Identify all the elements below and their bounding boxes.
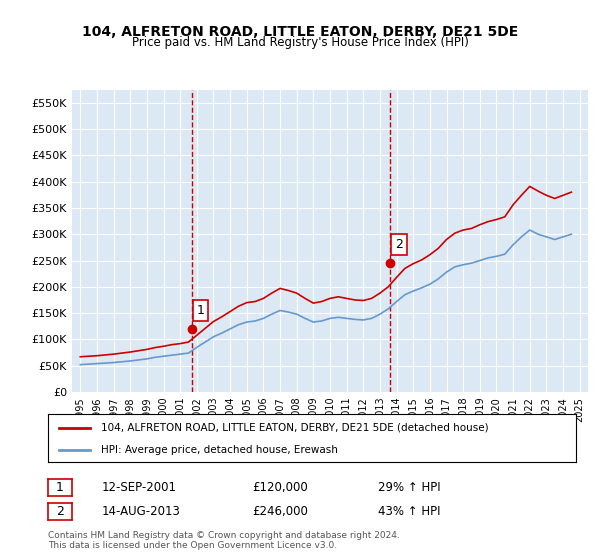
Text: £120,000: £120,000 (252, 480, 308, 494)
Text: 43% ↑ HPI: 43% ↑ HPI (378, 505, 440, 518)
Text: Contains HM Land Registry data © Crown copyright and database right 2024.
This d: Contains HM Land Registry data © Crown c… (48, 531, 400, 550)
Text: 104, ALFRETON ROAD, LITTLE EATON, DERBY, DE21 5DE (detached house): 104, ALFRETON ROAD, LITTLE EATON, DERBY,… (101, 423, 488, 433)
Text: 14-AUG-2013: 14-AUG-2013 (102, 505, 181, 518)
Text: 2: 2 (56, 505, 64, 518)
Text: 1: 1 (56, 480, 64, 494)
Text: 1: 1 (197, 304, 205, 317)
Text: 29% ↑ HPI: 29% ↑ HPI (378, 480, 440, 494)
Text: HPI: Average price, detached house, Erewash: HPI: Average price, detached house, Erew… (101, 445, 338, 455)
Text: 12-SEP-2001: 12-SEP-2001 (102, 480, 177, 494)
Text: 2: 2 (395, 238, 403, 251)
Text: £246,000: £246,000 (252, 505, 308, 518)
Text: Price paid vs. HM Land Registry's House Price Index (HPI): Price paid vs. HM Land Registry's House … (131, 36, 469, 49)
Text: 104, ALFRETON ROAD, LITTLE EATON, DERBY, DE21 5DE: 104, ALFRETON ROAD, LITTLE EATON, DERBY,… (82, 25, 518, 39)
